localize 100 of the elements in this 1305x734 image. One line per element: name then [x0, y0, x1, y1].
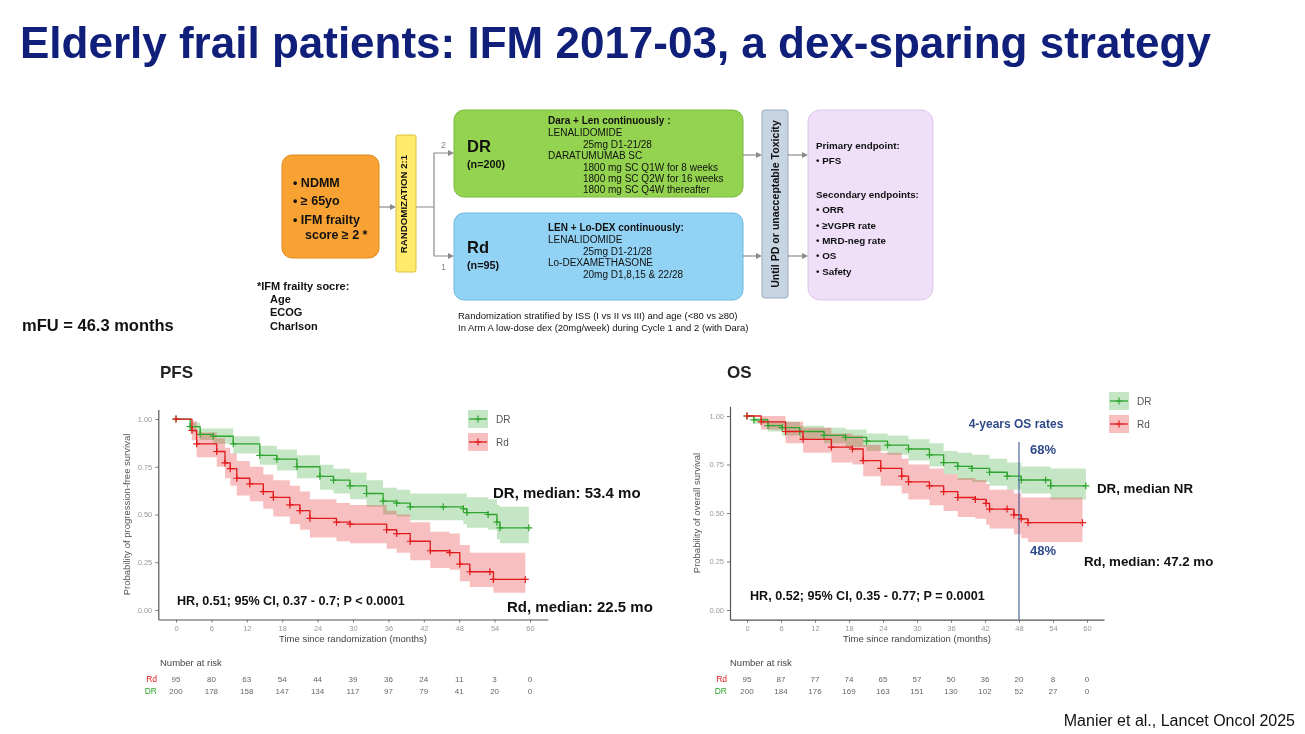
annotation: 68% — [1030, 442, 1057, 458]
text: • MRD-neg rate — [816, 235, 887, 246]
text: • PFS — [816, 155, 842, 166]
text: 20 — [1014, 675, 1024, 684]
point — [1081, 481, 1090, 490]
text: 57 — [912, 675, 922, 684]
annotation: DR, median NR — [1097, 481, 1194, 496]
point — [292, 462, 302, 471]
data-label: 200 — [169, 687, 184, 696]
text: 1800 mg SC Q2W for 16 weeks — [583, 173, 724, 184]
text: In Arm A low-dose dex (20mg/week) during Cycle 1 and 2 (with Dara) — [458, 322, 749, 333]
point — [329, 476, 338, 485]
point — [332, 518, 341, 527]
point — [305, 514, 315, 523]
text: Lo-DEXAMETHASONE — [548, 257, 654, 268]
text: 2 — [441, 140, 447, 150]
x-axis-title: Time since randomization (months) — [842, 633, 992, 644]
text: Elderly frail patients: IFM 2017-03, a dex-sparing strategy — [20, 18, 1212, 67]
text: 163 — [876, 687, 891, 696]
point — [392, 498, 401, 508]
text: 36 — [980, 675, 990, 684]
point — [229, 439, 238, 448]
point — [345, 481, 355, 490]
annotation: 48% — [1030, 542, 1057, 558]
data-label: 134 — [310, 687, 325, 696]
text: 25mg D1-21/28 — [583, 139, 653, 150]
text: Randomization stratified by ISS (I vs II vs III) and age (<80 vs ≥80) — [458, 310, 738, 321]
text: 27 — [1048, 687, 1058, 696]
data-label: 63 — [242, 675, 252, 684]
point — [272, 455, 281, 464]
point — [245, 479, 254, 489]
point — [285, 500, 294, 510]
text: DARATUMUMAB SC — [548, 150, 643, 161]
text: 74 — [844, 675, 854, 684]
text: Secondary endpoints: — [816, 189, 919, 200]
chart-title: OS — [727, 363, 752, 382]
text: Until PD or unacceptable Toxicity — [769, 120, 781, 288]
text: *IFM frailty socre: — [257, 280, 350, 292]
y-axis-title: Probability of overall survival — [691, 452, 702, 574]
data-label: 54 — [277, 675, 288, 684]
data-label: 147 — [275, 687, 290, 696]
text: LEN + Lo-DEX continuously: — [548, 222, 684, 233]
text: 50 — [946, 675, 956, 684]
text: • ≥ 65yo — [293, 194, 341, 208]
data-label: 24 — [419, 675, 429, 684]
text: • OS — [816, 250, 837, 261]
point — [799, 435, 808, 444]
text: • IFM frailty score ≥ 2 * — [293, 213, 368, 242]
data-label: 44 — [313, 675, 323, 684]
text: 20mg D1,8,15 & 22/28 — [583, 269, 684, 280]
point — [883, 441, 892, 450]
annotation: HR, 0.51; 95% CI, 0.37 - 0.7; P < 0.0001 — [177, 594, 405, 608]
text: mFU = 46.3 months — [22, 316, 174, 334]
point — [749, 415, 758, 424]
text: 95 — [742, 675, 752, 684]
text: Primary endpoint: — [816, 140, 900, 151]
x-axis-title: Time since randomization (months) — [278, 633, 428, 644]
text: 130 — [944, 687, 959, 696]
text: LENALIDOMIDE — [548, 234, 623, 245]
point — [763, 421, 773, 430]
legend-label: Rd — [496, 437, 509, 448]
annotation: DR, median: 53.4 mo — [493, 484, 641, 501]
data-label: 178 — [204, 687, 219, 696]
data-label: 3 — [492, 675, 498, 684]
text: 151 — [910, 687, 925, 696]
point — [967, 464, 977, 473]
point — [378, 497, 388, 506]
text: 200 — [740, 687, 755, 696]
point — [1003, 505, 1012, 514]
point — [1009, 510, 1018, 520]
point — [192, 439, 201, 448]
annotation: HR, 0.52; 95% CI, 0.35 - 0.77; P = 0.0001 — [750, 589, 985, 603]
point — [897, 472, 906, 481]
text: 8 — [1050, 675, 1056, 684]
text: 1800 mg SC Q4W thereafter — [583, 184, 711, 195]
text: 87 — [776, 675, 786, 684]
text: 1800 mg SC Q1W for 8 weeks — [583, 162, 719, 173]
chart-title: PFS — [160, 363, 194, 382]
data-label: 20 — [490, 687, 500, 696]
legend-label: DR — [496, 414, 511, 425]
text: Manier et al., Lancet Oncol 2025 — [1063, 712, 1296, 729]
ref-line-label: 4-years OS rates — [968, 417, 1064, 431]
text: Dara + Len continuously : — [548, 115, 671, 126]
text: • ORR — [816, 204, 844, 215]
point — [439, 502, 448, 511]
text: 65 — [878, 675, 888, 684]
data-label: 97 — [383, 687, 394, 696]
text: 176 — [808, 687, 823, 696]
text: Number at risk — [730, 657, 793, 668]
point — [455, 560, 464, 569]
text: ECOG — [270, 306, 303, 318]
text: (n=95) — [467, 259, 500, 271]
annotation: Rd, median: 47.2 mo — [1084, 554, 1214, 569]
point — [827, 442, 836, 452]
point — [485, 567, 494, 576]
text: LENALIDOMIDE — [548, 127, 623, 138]
text: 0 — [1084, 675, 1090, 684]
text: 77 — [810, 675, 820, 684]
data-label: 36 — [383, 675, 394, 684]
text: Rd — [467, 238, 489, 256]
